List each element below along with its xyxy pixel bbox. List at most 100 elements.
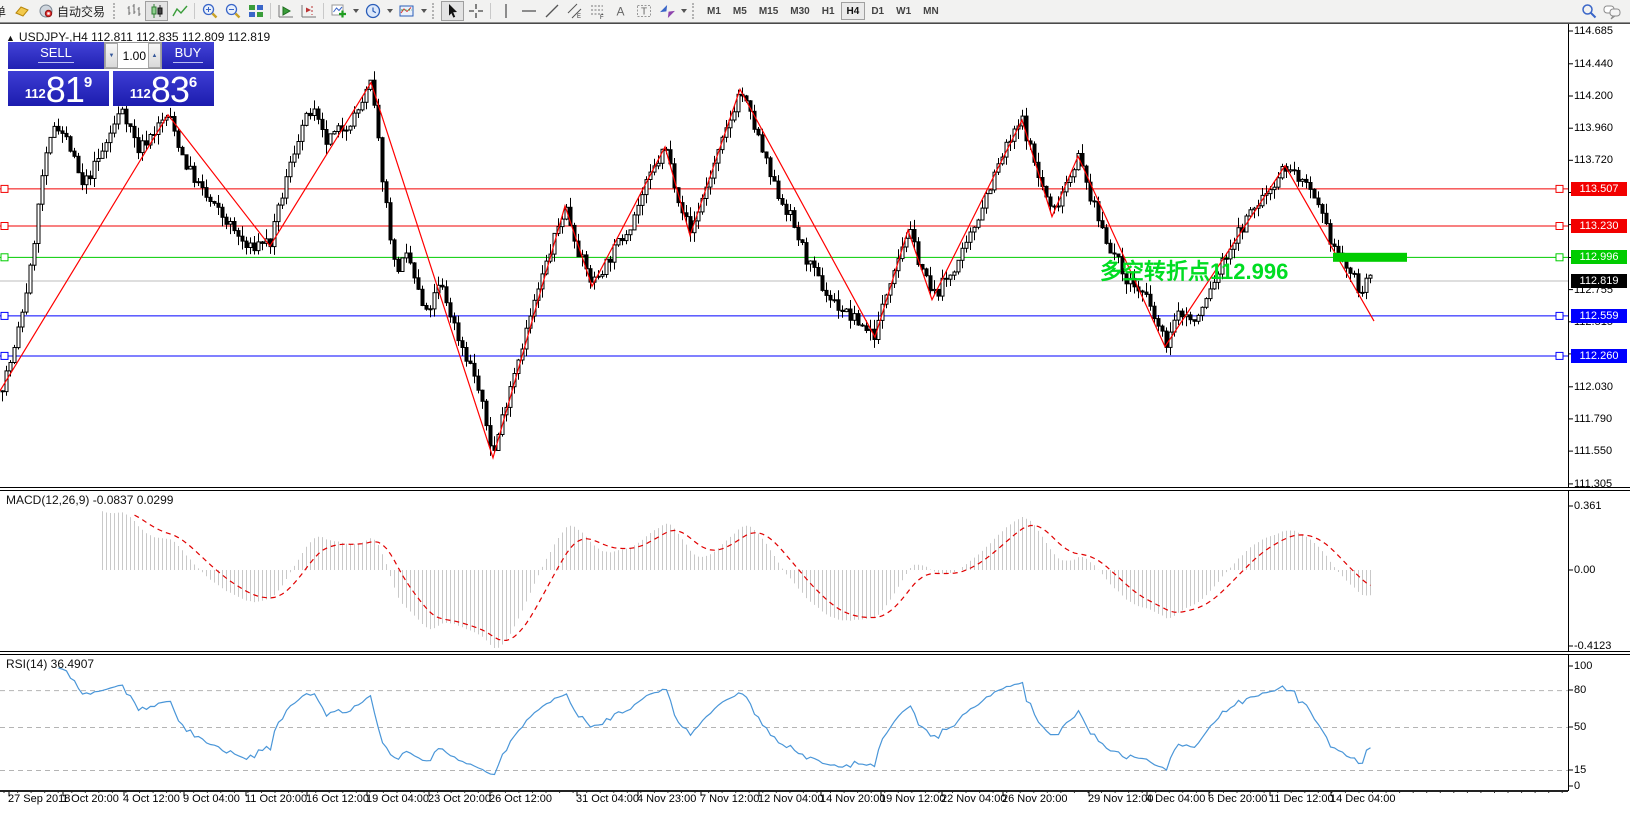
tile-windows-button[interactable] [244, 1, 267, 21]
hline-handle-right-112.260[interactable] [1555, 351, 1564, 360]
trendline-tool-button[interactable] [540, 1, 563, 21]
buy-button[interactable]: BUY [162, 42, 214, 69]
trendline-icon [545, 4, 558, 18]
buy-price-display[interactable]: 112 83 6 [113, 71, 214, 108]
time-label-10: 4 Nov 23:00 [637, 793, 697, 805]
text-label-tool-button[interactable]: T [632, 1, 655, 21]
autotrading-button[interactable]: 自动交易 [33, 1, 110, 21]
collapse-arrow-icon[interactable]: ▲ [6, 33, 15, 43]
candlestick-chart-button[interactable] [145, 1, 169, 21]
tf-button-d1[interactable]: D1 [871, 6, 885, 17]
tf-button-h4[interactable]: H4 [840, 2, 866, 20]
time-label-3: 9 Oct 04:00 [183, 793, 240, 805]
periods-button[interactable] [361, 1, 384, 21]
time-label-14: 19 Nov 12:00 [880, 793, 946, 805]
toolbar-grip [692, 3, 697, 19]
zoom-out-button[interactable] [221, 1, 244, 21]
tf-button-m15[interactable]: M15 [758, 6, 779, 17]
sell-price-display[interactable]: 112 81 9 [8, 71, 109, 108]
crosshair-button[interactable] [464, 1, 487, 21]
hline-highlight-segment[interactable] [1333, 252, 1407, 262]
yellow-card-icon [14, 6, 29, 17]
zoom-in-button[interactable] [198, 1, 221, 21]
arrows-tool-button[interactable] [655, 1, 678, 21]
hline-handle-right-112.996[interactable] [1555, 253, 1564, 262]
time-label-21: 14 Dec 04:00 [1330, 793, 1396, 805]
time-label-12: 12 Nov 04:00 [758, 793, 824, 805]
search-button[interactable] [1577, 1, 1600, 21]
equidistant-channel-button[interactable]: E [563, 1, 586, 21]
volume-increase-button[interactable]: ▲ [148, 43, 161, 68]
tf-button-m30[interactable]: M30 [790, 6, 810, 17]
toolbar-grip [432, 3, 437, 19]
time-label-6: 19 Oct 04:00 [366, 793, 429, 805]
templates-dropdown[interactable] [418, 1, 429, 21]
vertical-line-icon [504, 4, 507, 18]
hline-handle-left-112.559[interactable] [0, 311, 9, 320]
rsi-axis-80: 80 [1574, 684, 1587, 696]
text-tool-button[interactable]: A [609, 1, 632, 21]
price-tick-112.030: 112.030 [1574, 380, 1613, 393]
tf-button-m5[interactable]: M5 [732, 6, 747, 17]
time-label-7: 23 Oct 20:00 [428, 793, 491, 805]
fibonacci-tool-button[interactable]: F [586, 1, 609, 21]
time-label-8: 26 Oct 12:00 [489, 793, 552, 805]
hline-handle-left-112.996[interactable] [0, 253, 9, 262]
line-chart-button[interactable] [168, 1, 191, 21]
crosshair-icon [468, 4, 483, 18]
volume-decrease-button[interactable]: ▼ [105, 43, 118, 68]
cursor-button[interactable] [441, 1, 465, 21]
horizontal-line-icon [521, 10, 536, 12]
indicators-button[interactable] [327, 1, 350, 21]
horizontal-line-tool-button[interactable] [517, 1, 540, 21]
rsi-axis-0: 0 [1574, 780, 1581, 792]
new-order-button[interactable]: 单 [0, 4, 7, 19]
rsi-line [58, 667, 1371, 776]
time-label-20: 11 Dec 12:00 [1269, 793, 1334, 805]
arrows-dropdown[interactable] [678, 1, 689, 21]
chat-button[interactable] [1600, 1, 1624, 21]
rsi-axis-100: 100 [1574, 660, 1593, 672]
vertical-line-tool-button[interactable] [494, 1, 517, 21]
periods-dropdown[interactable] [384, 1, 395, 21]
toolbar-separator [323, 3, 325, 19]
price-tick-114.440: 114.440 [1574, 57, 1613, 70]
tf-button-w1[interactable]: W1 [896, 6, 912, 17]
trade-request-icon[interactable] [10, 1, 33, 21]
auto-scroll-button[interactable] [274, 1, 297, 21]
svg-text:A: A [616, 5, 624, 19]
macd-axis--0.4123: -0.4123 [1574, 640, 1612, 652]
volume-input[interactable] [118, 43, 148, 68]
time-label-4: 11 Oct 20:00 [245, 793, 308, 805]
bar-chart-button[interactable] [122, 1, 145, 21]
indicators-dropdown[interactable] [350, 1, 361, 21]
time-label-17: 29 Nov 12:00 [1088, 793, 1154, 805]
price-badge-112.559: 112.559 [1571, 308, 1627, 323]
hline-handle-right-112.559[interactable] [1555, 311, 1564, 320]
templates-button[interactable] [395, 1, 418, 21]
pane-separator[interactable] [0, 487, 1630, 491]
tf-button-mn[interactable]: MN [923, 6, 939, 17]
macd-axis-0.361: 0.361 [1574, 500, 1602, 512]
chart-shift-button[interactable] [297, 1, 320, 21]
hline-handle-right-113.230[interactable] [1555, 222, 1564, 230]
tf-button-h1[interactable]: H1 [821, 6, 835, 17]
hline-handle-right-113.507[interactable] [1555, 184, 1564, 193]
pane-separator[interactable] [0, 651, 1630, 655]
hline-handle-left-113.507[interactable] [0, 184, 9, 193]
price-badge-112.260: 112.260 [1571, 348, 1627, 363]
sell-button[interactable]: SELL [8, 42, 104, 69]
arrow-objects-icon [659, 5, 675, 18]
price-axis-border [1568, 24, 1569, 791]
hline-handle-left-113.230[interactable] [0, 222, 9, 230]
channel-icon: E [567, 3, 581, 20]
tf-button-m1[interactable]: M1 [707, 6, 721, 17]
annotation-text[interactable]: 多空转折点112.996 [1100, 259, 1289, 284]
chat-icon [1603, 5, 1621, 20]
hline-handle-left-112.260[interactable] [0, 351, 9, 360]
volume-stepper: ▼ ▲ [104, 42, 162, 69]
price-badge-112.996: 112.996 [1571, 250, 1627, 265]
rsi-axis-15: 15 [1574, 764, 1587, 776]
